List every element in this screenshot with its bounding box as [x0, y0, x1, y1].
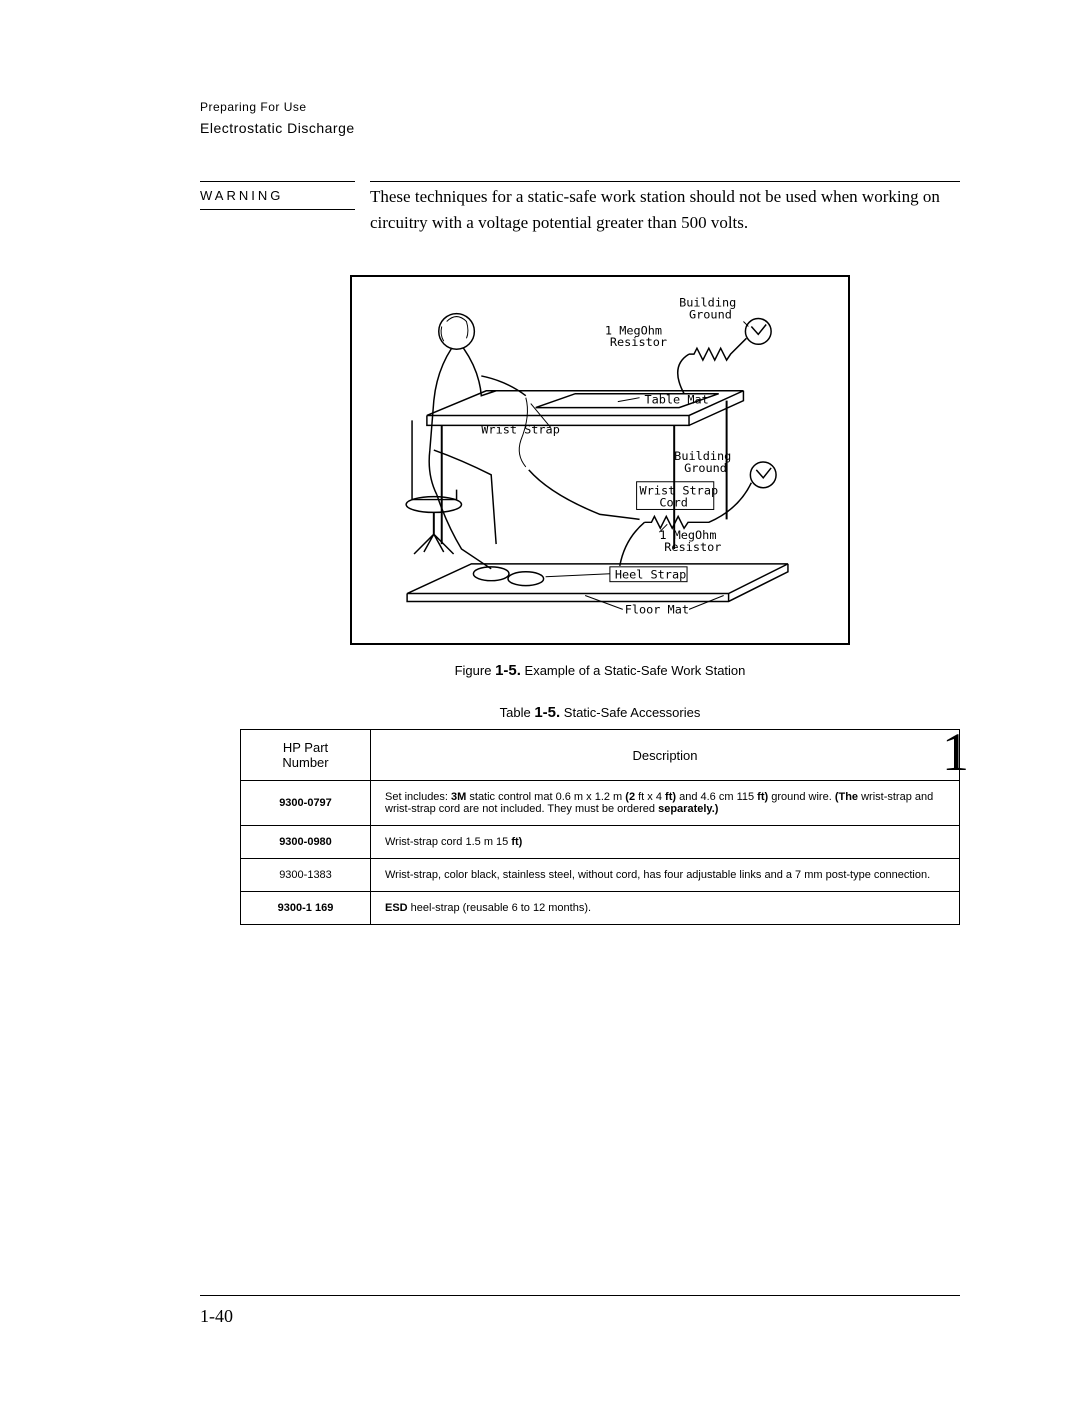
table-caption-number: 1-5.: [534, 704, 560, 721]
part-number: 9300-0797: [241, 781, 371, 826]
warning-block: WARNING These techniques for a static-sa…: [200, 181, 960, 235]
warning-label: WARNING: [200, 181, 355, 210]
static-safe-workstation-diagram: Table Mat Building Ground 1 MegOhm Resis…: [350, 275, 850, 645]
page-number: 1-40: [200, 1306, 960, 1327]
part-description: ESD heel-strap (reusable 6 to 12 months)…: [371, 892, 960, 925]
figure-caption-text: Example of a Static-Safe Work Station: [521, 663, 745, 678]
svg-text:Ground: Ground: [684, 461, 727, 475]
table-header-row: HP PartNumber Description: [241, 730, 960, 781]
table-caption-prefix: Table: [500, 705, 535, 720]
svg-text:Heel Strap: Heel Strap: [615, 568, 686, 582]
table-caption: Table 1-5. Static-Safe Accessories: [240, 704, 960, 721]
svg-text:Table Mat: Table Mat: [645, 393, 709, 407]
figure-container: Table Mat Building Ground 1 MegOhm Resis…: [240, 275, 960, 679]
page-header: Preparing For Use Electrostatic Discharg…: [200, 100, 960, 136]
part-number: 9300-1 169: [241, 892, 371, 925]
part-number: 9300-0980: [241, 826, 371, 859]
warning-text: These techniques for a static-safe work …: [370, 181, 960, 235]
table-caption-text: Static-Safe Accessories: [560, 705, 700, 720]
page-footer: 1-40: [200, 1295, 960, 1327]
table-row: 9300-0797 Set includes: 3M static contro…: [241, 781, 960, 826]
table-row: 9300-1 169 ESD heel-strap (reusable 6 to…: [241, 892, 960, 925]
page-section-number: 1: [942, 725, 978, 779]
svg-text:Resistor: Resistor: [610, 335, 667, 349]
svg-text:Floor Mat: Floor Mat: [625, 602, 689, 616]
part-description: Set includes: 3M static control mat 0.6 …: [371, 781, 960, 826]
header-chapter: Preparing For Use: [200, 100, 960, 114]
table-wrapper: HP PartNumber Description 9300-0797 Set …: [200, 729, 960, 925]
svg-text:Resistor: Resistor: [664, 540, 721, 554]
figure-caption-prefix: Figure: [455, 663, 495, 678]
part-description: Wrist-strap, color black, stainless stee…: [371, 859, 960, 892]
header-section-title: Electrostatic Discharge: [200, 120, 960, 136]
accessories-table: HP PartNumber Description 9300-0797 Set …: [240, 729, 960, 925]
svg-text:Cord: Cord: [659, 495, 688, 509]
table-row: 9300-1383 Wrist-strap, color black, stai…: [241, 859, 960, 892]
table-header-desc: Description: [371, 730, 960, 781]
warning-label-container: WARNING: [200, 181, 370, 210]
table-row: 9300-0980 Wrist-strap cord 1.5 m 15 ft): [241, 826, 960, 859]
svg-text:Ground: Ground: [689, 308, 732, 322]
part-number: 9300-1383: [241, 859, 371, 892]
figure-caption: Figure 1-5. Example of a Static-Safe Wor…: [240, 662, 960, 679]
figure-caption-number: 1-5.: [495, 662, 521, 679]
table-header-part: HP PartNumber: [241, 730, 371, 781]
part-description: Wrist-strap cord 1.5 m 15 ft): [371, 826, 960, 859]
